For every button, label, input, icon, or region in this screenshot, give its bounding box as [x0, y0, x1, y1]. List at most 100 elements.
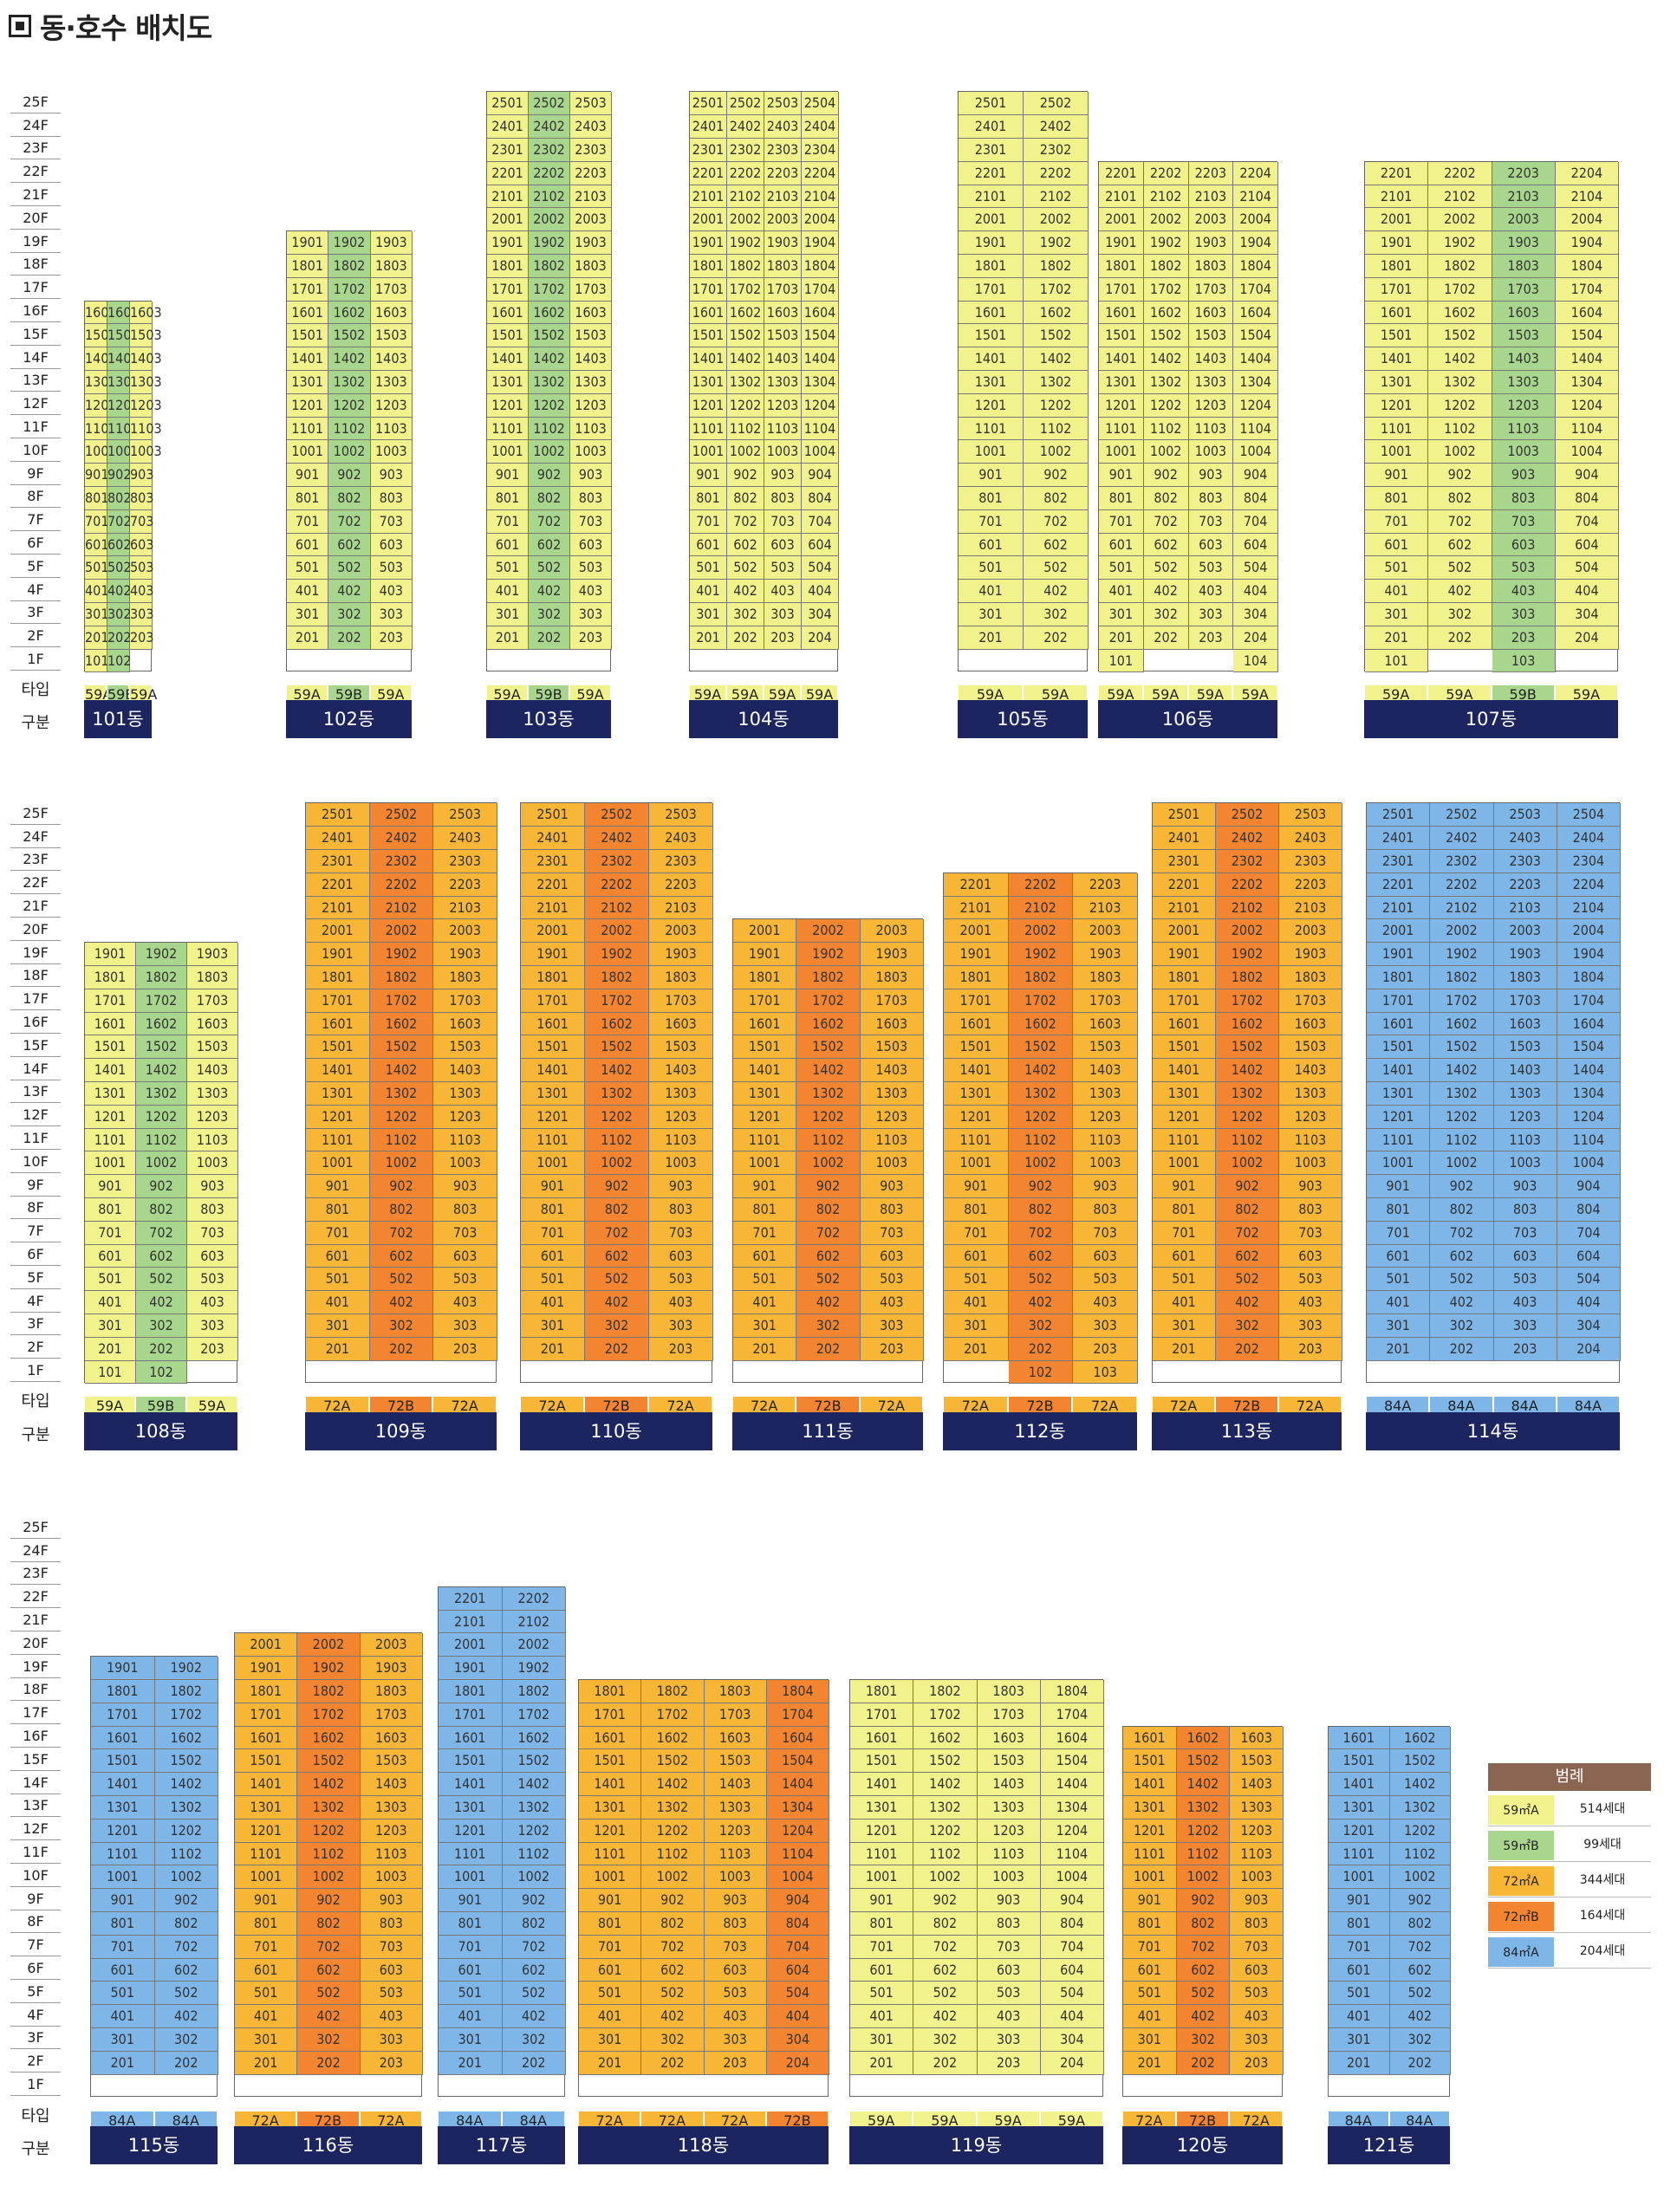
- unit-cell[interactable]: 1403: [187, 1059, 238, 1082]
- unit-cell[interactable]: 804: [1040, 1912, 1104, 1936]
- unit-cell[interactable]: 1803: [1073, 965, 1138, 989]
- unit-cell[interactable]: 503: [1230, 1982, 1284, 2006]
- unit-cell[interactable]: 1103: [570, 417, 612, 441]
- unit-cell[interactable]: 2503: [1279, 803, 1342, 827]
- unit-cell[interactable]: 402: [1430, 1291, 1494, 1314]
- unit-cell[interactable]: 901: [579, 1889, 642, 1912]
- unit-cell[interactable]: 701: [439, 1935, 503, 1959]
- building-block[interactable]: 201 301 401 501 601 701 801 901 1001 1101 1201 1301…: [943, 872, 1138, 1385]
- unit-cell[interactable]: 402: [136, 1291, 187, 1314]
- unit-cell[interactable]: 1904: [1557, 943, 1621, 966]
- unit-cell[interactable]: 604: [1555, 533, 1619, 557]
- unit-cell[interactable]: 1604: [1040, 1726, 1104, 1750]
- unit-cell[interactable]: 1404: [1233, 347, 1278, 371]
- unit-cell[interactable]: 702: [641, 1935, 705, 1959]
- unit-cell[interactable]: 1803: [1279, 965, 1342, 989]
- unit-cell[interactable]: 1002: [1216, 1151, 1279, 1176]
- unit-cell[interactable]: 1603: [1073, 1012, 1138, 1036]
- unit-cell[interactable]: 903: [1073, 1175, 1138, 1198]
- unit-cell[interactable]: 1502: [107, 324, 140, 348]
- unit-cell[interactable]: 303: [1230, 2027, 1284, 2052]
- unit-cell[interactable]: 504: [1233, 556, 1278, 581]
- unit-cell[interactable]: 401: [1123, 2005, 1177, 2028]
- unit-cell[interactable]: 1702: [297, 1703, 361, 1727]
- unit-cell[interactable]: 1904: [1233, 231, 1278, 255]
- unit-cell[interactable]: 702: [727, 509, 764, 534]
- unit-cell[interactable]: 1802: [154, 1679, 218, 1703]
- unit-cell[interactable]: 2001: [944, 919, 1009, 944]
- unit-cell[interactable]: 1404: [802, 347, 839, 371]
- unit-cell[interactable]: 2501: [487, 92, 529, 116]
- unit-cell[interactable]: 803: [570, 486, 612, 510]
- unit-cell[interactable]: 1701: [1099, 277, 1144, 302]
- unit-cell[interactable]: 701: [306, 1221, 370, 1245]
- unit-cell[interactable]: 1402: [154, 1773, 218, 1796]
- unit-cell[interactable]: 703: [1279, 1221, 1342, 1245]
- unit-cell[interactable]: 1401: [306, 1059, 370, 1082]
- unit-cell[interactable]: 1503: [370, 324, 413, 348]
- unit-cell[interactable]: 2402: [727, 115, 764, 139]
- unit-cell[interactable]: 1604: [802, 301, 839, 325]
- unit-cell[interactable]: 1503: [764, 324, 802, 348]
- unit-cell[interactable]: 602: [1176, 1958, 1231, 1982]
- unit-cell[interactable]: 1002: [328, 440, 371, 464]
- unit-cell[interactable]: 201: [1365, 626, 1429, 650]
- unit-cell[interactable]: 1703: [1493, 989, 1557, 1013]
- unit-cell[interactable]: 601: [287, 533, 329, 557]
- unit-cell[interactable]: 1902: [136, 943, 187, 966]
- unit-cell[interactable]: 1101: [944, 1128, 1009, 1152]
- unit-cell[interactable]: 1404: [1557, 1059, 1621, 1082]
- unit-cell[interactable]: 2103: [649, 896, 713, 920]
- unit-cell[interactable]: 501: [733, 1268, 797, 1292]
- unit-cell[interactable]: 904: [1555, 464, 1619, 487]
- unit-cell[interactable]: 2103: [570, 185, 612, 209]
- building-block[interactable]: 201 301 401 501 601 701 801 901 1001 1101 1201 1301…: [286, 230, 413, 672]
- unit-cell[interactable]: 1203: [570, 393, 612, 418]
- unit-cell[interactable]: 1901: [91, 1657, 155, 1680]
- unit-cell[interactable]: 803: [360, 1911, 423, 1936]
- unit-cell[interactable]: 1702: [727, 277, 764, 302]
- unit-cell[interactable]: 1502: [913, 1749, 978, 1774]
- unit-cell[interactable]: 501: [850, 1982, 914, 2006]
- unit-cell[interactable]: 503: [977, 1982, 1041, 2006]
- unit-cell[interactable]: 1601: [306, 1012, 370, 1036]
- unit-cell[interactable]: 1002: [529, 440, 570, 464]
- unit-cell[interactable]: 1402: [136, 1059, 187, 1082]
- unit-cell[interactable]: 602: [328, 533, 371, 557]
- unit-cell[interactable]: 602: [913, 1958, 978, 1982]
- unit-cell[interactable]: 1104: [802, 417, 839, 441]
- unit-cell[interactable]: 704: [1557, 1221, 1621, 1245]
- unit-cell[interactable]: 1602: [727, 301, 764, 325]
- unit-cell[interactable]: 801: [85, 486, 108, 510]
- unit-cell[interactable]: 601: [85, 1244, 136, 1268]
- unit-cell[interactable]: 1403: [1492, 347, 1556, 371]
- unit-cell[interactable]: 1101: [1123, 1842, 1177, 1866]
- unit-cell[interactable]: 2202: [1143, 161, 1189, 185]
- unit-cell[interactable]: 602: [529, 533, 570, 557]
- unit-cell[interactable]: 801: [850, 1912, 914, 1936]
- unit-cell[interactable]: 1002: [154, 1865, 218, 1890]
- unit-cell[interactable]: 502: [1176, 1982, 1231, 2006]
- unit-cell[interactable]: 703: [860, 1221, 924, 1245]
- unit-cell[interactable]: 1704: [1557, 989, 1621, 1013]
- unit-cell[interactable]: 202: [529, 626, 570, 650]
- unit-cell[interactable]: 1103: [1279, 1128, 1342, 1152]
- unit-cell[interactable]: 1203: [764, 393, 802, 418]
- unit-cell[interactable]: 1401: [1367, 1059, 1431, 1082]
- unit-cell[interactable]: 303: [764, 602, 802, 626]
- unit-cell[interactable]: 401: [690, 580, 727, 603]
- unit-cell[interactable]: 503: [433, 1268, 497, 1292]
- unit-cell[interactable]: 1302: [107, 370, 140, 394]
- unit-cell[interactable]: 1302: [1143, 370, 1189, 394]
- unit-cell[interactable]: 503: [187, 1268, 238, 1292]
- unit-cell[interactable]: 401: [521, 1291, 585, 1314]
- unit-cell[interactable]: 1901: [1367, 943, 1431, 966]
- unit-cell[interactable]: 1901: [690, 231, 727, 255]
- unit-cell[interactable]: 1101: [1099, 417, 1144, 441]
- unit-cell[interactable]: 1703: [649, 989, 713, 1013]
- unit-cell[interactable]: 2103: [764, 185, 802, 209]
- unit-cell[interactable]: 902: [913, 1889, 978, 1912]
- unit-cell[interactable]: 602: [502, 1958, 566, 1982]
- unit-cell[interactable]: 502: [369, 1268, 434, 1292]
- unit-cell[interactable]: 2301: [690, 138, 727, 162]
